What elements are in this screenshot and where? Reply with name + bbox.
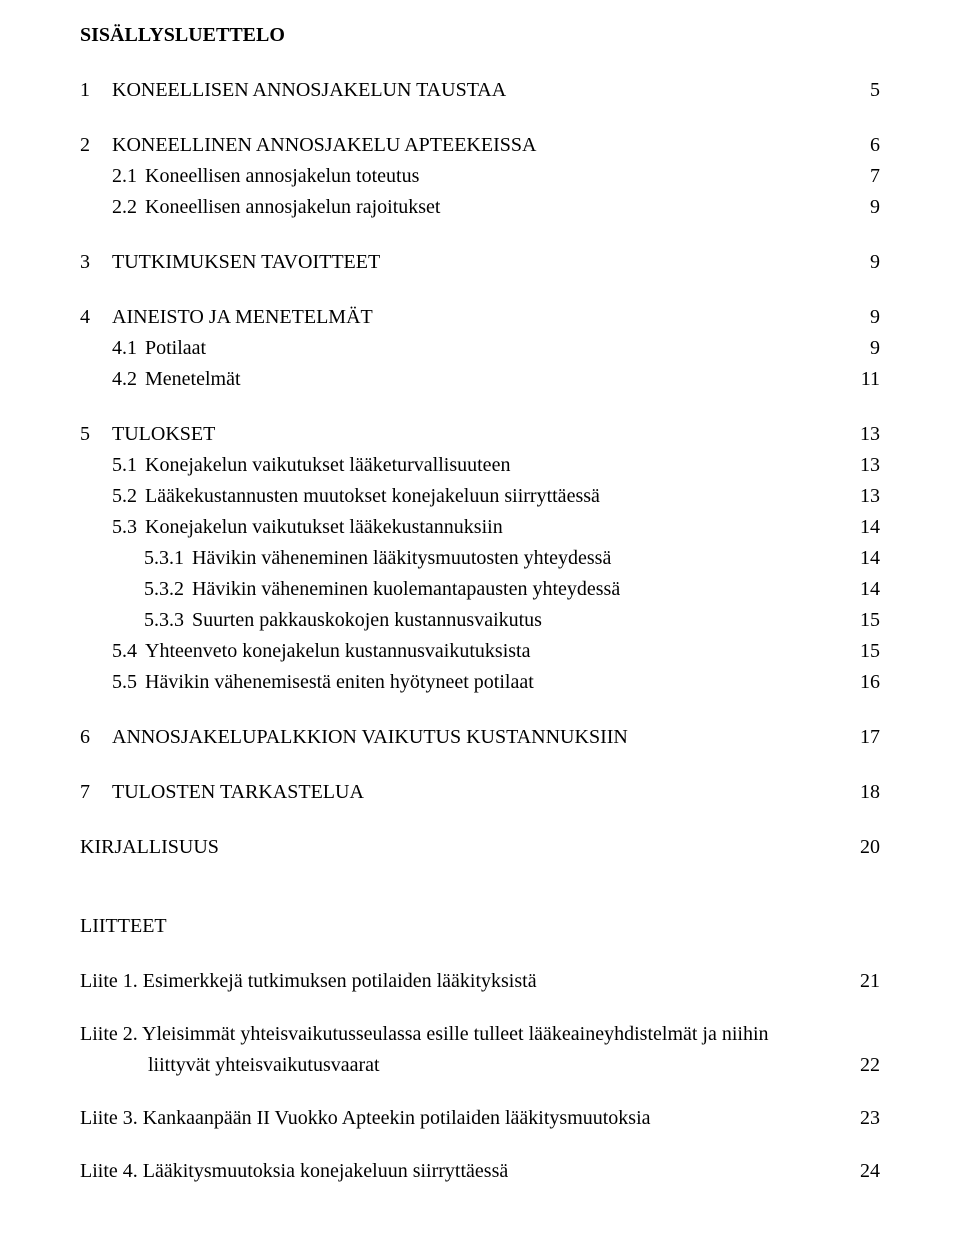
- appendix-label: Liite 1. Esimerkkejä tutkimuksen potilai…: [80, 966, 537, 997]
- appendix-entry: Liite 2. Yleisimmät yhteisvaikutusseulas…: [80, 1019, 880, 1081]
- toc-number: 1: [80, 75, 112, 106]
- toc-label: Potilaat: [145, 333, 206, 364]
- toc-label: Hävikin vähenemisestä eniten hyötyneet p…: [145, 667, 534, 698]
- toc-entry: 1KONEELLISEN ANNOSJAKELUN TAUSTAA 5: [80, 75, 880, 106]
- toc-label: Suurten pakkauskokojen kustannusvaikutus: [192, 605, 542, 636]
- toc-label: Hävikin väheneminen lääkitysmuutosten yh…: [192, 543, 611, 574]
- toc-page-number: 9: [870, 247, 880, 278]
- toc-entry: 3TUTKIMUKSEN TAVOITTEET 9: [80, 247, 880, 278]
- toc-label: ANNOSJAKELUPALKKION VAIKUTUS KUSTANNUKSI…: [112, 722, 628, 753]
- toc-page-number: 7: [870, 161, 880, 192]
- toc-entry: 5.3.1 Hävikin väheneminen lääkitysmuutost…: [80, 543, 880, 574]
- toc-label: Koneellisen annosjakelun toteutus: [145, 161, 419, 192]
- toc-page-number: 20: [860, 832, 880, 863]
- toc-entry: 2.2Koneellisen annosjakelun rajoitukset …: [80, 192, 880, 223]
- toc-page-number: 15: [860, 636, 880, 667]
- toc-page-number: 9: [870, 333, 880, 364]
- appendix-label-line: liittyvät yhteisvaikutusvaarat: [148, 1050, 380, 1081]
- toc-page-number: 14: [860, 512, 880, 543]
- toc-number: 2.1: [112, 161, 137, 192]
- toc-entry: 5TULOKSET 13: [80, 419, 880, 450]
- appendix-label: Liite 3. Kankaanpään II Vuokko Apteekin …: [80, 1103, 651, 1134]
- toc-entry: 5.1 Konejakelun vaikutukset lääketurvalli…: [80, 450, 880, 481]
- toc-entry: 4.1 Potilaat 9: [80, 333, 880, 364]
- toc-entry: 5.2 Lääkekustannusten muutokset konejakel…: [80, 481, 880, 512]
- toc-number: 5.1: [112, 450, 137, 481]
- toc-label: AINEISTO JA MENETELMÄT: [112, 302, 373, 333]
- toc-entry: 4.2 Menetelmät 11: [80, 364, 880, 395]
- toc-label: KONEELLINEN ANNOSJAKELU APTEEKEISSA: [112, 130, 536, 161]
- toc-page-number: 13: [860, 481, 880, 512]
- toc-entry: KIRJALLISUUS 20: [80, 832, 880, 863]
- toc-page-number: 17: [860, 722, 880, 753]
- toc-page-number: 15: [860, 605, 880, 636]
- page-title: SISÄLLYSLUETTELO: [80, 20, 880, 51]
- toc-page-number: 11: [861, 364, 880, 395]
- toc-number: 5.5: [112, 667, 137, 698]
- appendix-label: Liite 4. Lääkitysmuutoksia konejakeluun …: [80, 1156, 508, 1187]
- appendices-list: Liite 1. Esimerkkejä tutkimuksen potilai…: [80, 966, 880, 1187]
- toc-label: KIRJALLISUUS: [80, 832, 219, 863]
- toc-number: 5.3.3: [144, 605, 184, 636]
- toc-entry: 2.1 Koneellisen annosjakelun toteutus 7: [80, 161, 880, 192]
- toc-number: 5.3.2: [144, 574, 184, 605]
- toc-entry: 6ANNOSJAKELUPALKKION VAIKUTUS KUSTANNUKS…: [80, 722, 880, 753]
- appendix-page-number: 21: [860, 966, 880, 997]
- toc-number: 4: [80, 302, 112, 333]
- toc-page-number: 16: [860, 667, 880, 698]
- toc-label: KONEELLISEN ANNOSJAKELUN TAUSTAA: [112, 75, 506, 106]
- toc-label: TULOSTEN TARKASTELUA: [112, 777, 364, 808]
- toc-number: 5.2: [112, 481, 137, 512]
- toc-entry: 7TULOSTEN TARKASTELUA 18: [80, 777, 880, 808]
- appendices-title: LIITTEET: [80, 911, 880, 942]
- toc-page-number: 18: [860, 777, 880, 808]
- toc-page-number: 9: [870, 302, 880, 333]
- toc-page-number: 13: [860, 450, 880, 481]
- toc-label: Konejakelun vaikutukset lääkekustannuksi…: [145, 512, 503, 543]
- toc-number: 5.3: [112, 512, 137, 543]
- toc-page-number: 5: [870, 75, 880, 106]
- toc-number: 5.3.1: [144, 543, 184, 574]
- toc-label: Lääkekustannusten muutokset konejakeluun…: [145, 481, 600, 512]
- toc-number: 4.1: [112, 333, 137, 364]
- toc-page-number: 13: [860, 419, 880, 450]
- toc-label: TULOKSET: [112, 419, 215, 450]
- toc-label: Yhteenveto konejakelun kustannusvaikutuk…: [145, 636, 530, 667]
- toc-entry: 4AINEISTO JA MENETELMÄT 9: [80, 302, 880, 333]
- toc-label: Menetelmät: [145, 364, 241, 395]
- toc-entry: 5.3.3 Suurten pakkauskokojen kustannusvai…: [80, 605, 880, 636]
- toc-number: 6: [80, 722, 112, 753]
- appendix-label-line: Liite 2. Yleisimmät yhteisvaikutusseulas…: [80, 1019, 880, 1050]
- appendix-page-number: 22: [860, 1050, 880, 1081]
- toc-label: Hävikin väheneminen kuolemantapausten yh…: [192, 574, 620, 605]
- toc-entry: 5.5 Hävikin vähenemisestä eniten hyötynee…: [80, 667, 880, 698]
- toc-number: 7: [80, 777, 112, 808]
- toc-entry: 5.4 Yhteenveto konejakelun kustannusvaiku…: [80, 636, 880, 667]
- toc-page-number: 9: [870, 192, 880, 223]
- toc-number: 5.4: [112, 636, 137, 667]
- toc-number: 4.2: [112, 364, 137, 395]
- appendix-entry: Liite 1. Esimerkkejä tutkimuksen potilai…: [80, 966, 880, 997]
- toc-page-number: 14: [860, 543, 880, 574]
- toc-number: 3: [80, 247, 112, 278]
- toc-label: TUTKIMUKSEN TAVOITTEET: [112, 247, 380, 278]
- toc-number: 2.2: [112, 192, 137, 223]
- toc-page-number: 6: [870, 130, 880, 161]
- toc-label: Konejakelun vaikutukset lääketurvallisuu…: [145, 450, 510, 481]
- toc-number: 2: [80, 130, 112, 161]
- appendix-page-number: 24: [860, 1156, 880, 1187]
- toc-label: Koneellisen annosjakelun rajoitukset: [145, 192, 440, 223]
- appendix-page-number: 23: [860, 1103, 880, 1134]
- appendix-entry: Liite 3. Kankaanpään II Vuokko Apteekin …: [80, 1103, 880, 1134]
- toc-entry: 2KONEELLINEN ANNOSJAKELU APTEEKEISSA 6: [80, 130, 880, 161]
- toc-number: 5: [80, 419, 112, 450]
- toc-entry: 5.3.2 Hävikin väheneminen kuolemantapaust…: [80, 574, 880, 605]
- toc-entry: 5.3 Konejakelun vaikutukset lääkekustannu…: [80, 512, 880, 543]
- toc-page-number: 14: [860, 574, 880, 605]
- table-of-contents: 1KONEELLISEN ANNOSJAKELUN TAUSTAA 5 2KONE…: [80, 75, 880, 887]
- appendix-entry: Liite 4. Lääkitysmuutoksia konejakeluun …: [80, 1156, 880, 1187]
